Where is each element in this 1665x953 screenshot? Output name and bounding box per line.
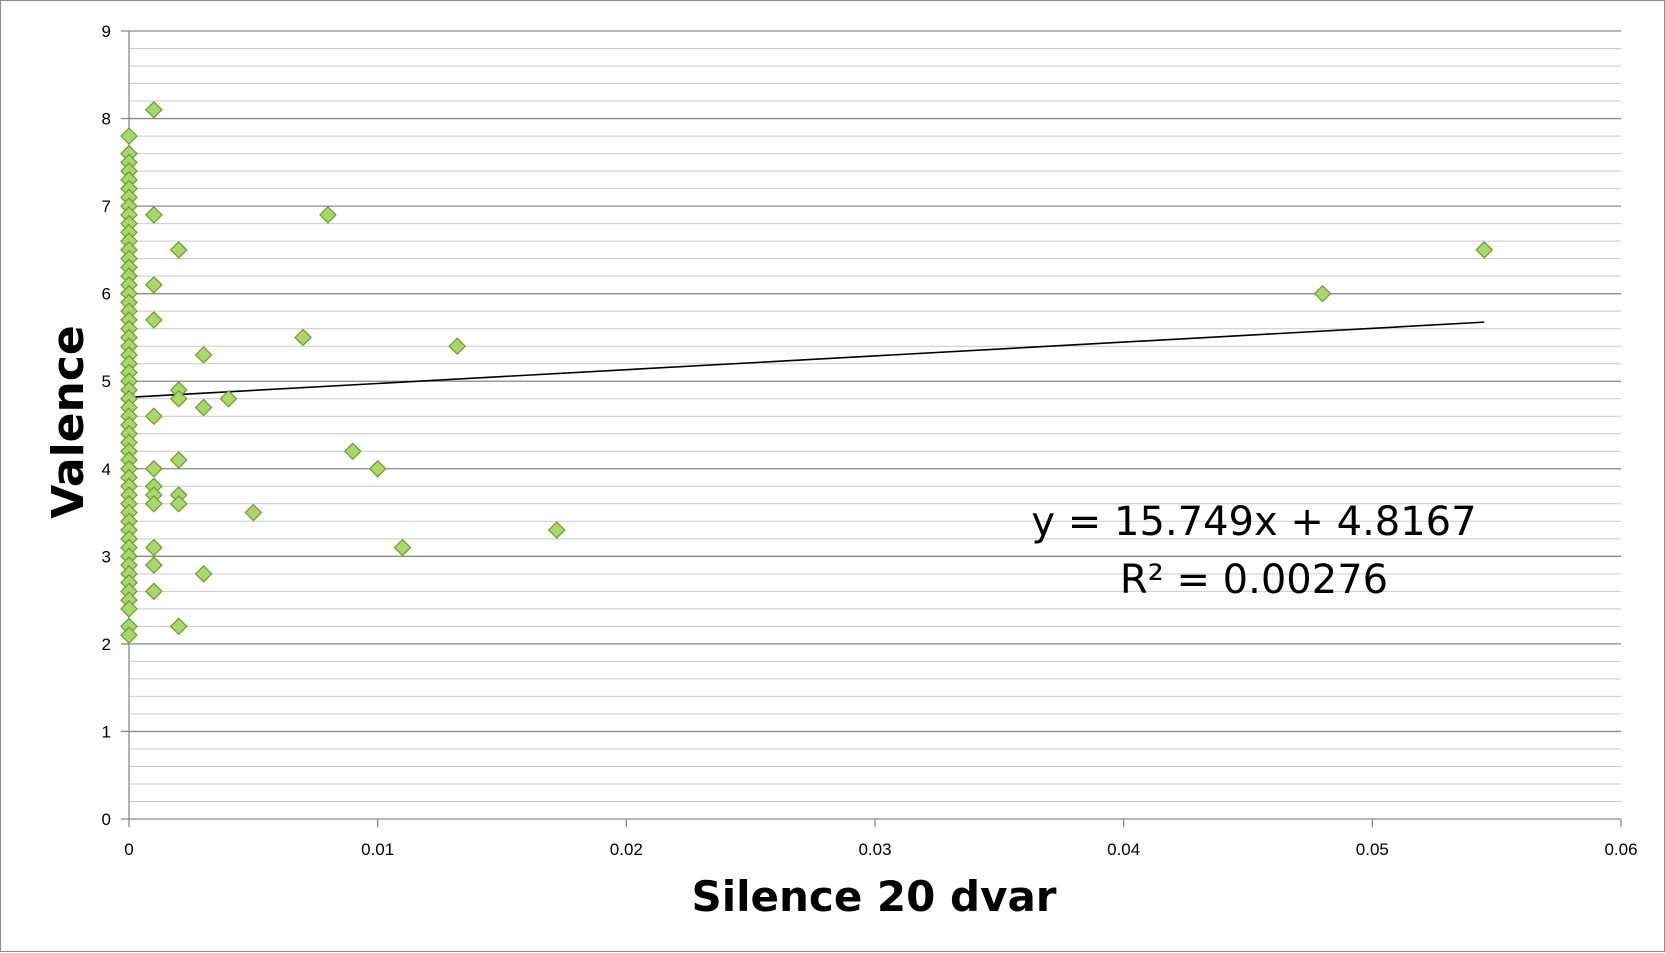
data-point: [120, 626, 138, 644]
data-point: [294, 328, 312, 347]
data-point: [169, 389, 188, 408]
data-point: [145, 459, 163, 478]
data-point: [169, 451, 188, 469]
y-axis-title: Valence: [43, 325, 94, 519]
trendline-equation: y = 15.749x + 4.8167: [1031, 499, 1476, 545]
data-point: [120, 600, 138, 618]
data-point: [393, 538, 412, 557]
y-tick-label: 8: [102, 110, 111, 129]
data-point: [145, 407, 163, 426]
tick-labels: 0 1 2 3 4 5 6 7 8 9 0 0.01 0.02 0.03 0.04 0.05 0.06: [102, 22, 1638, 859]
data-point: [145, 582, 163, 601]
data-point: [169, 241, 188, 259]
data-point: [448, 337, 467, 356]
y-tick-label: 3: [102, 547, 111, 566]
data-point: [145, 556, 163, 574]
data-point: [368, 459, 387, 478]
data-point: [547, 521, 566, 539]
data-point: [219, 389, 238, 408]
data-point: [145, 100, 163, 119]
y-tick-label: 5: [102, 372, 111, 391]
x-tick-label: 0.01: [361, 840, 394, 859]
y-tick-label: 4: [102, 460, 111, 479]
data-point: [169, 617, 188, 636]
y-tick-label: 7: [102, 197, 111, 216]
data-point: [194, 398, 213, 417]
data-point: [1313, 284, 1332, 303]
data-point: [194, 564, 213, 583]
y-tick-label: 6: [102, 285, 111, 304]
y-tick-label: 0: [102, 810, 111, 829]
data-point: [319, 206, 337, 224]
x-tick-label: 0.03: [858, 840, 891, 859]
data-point: [244, 503, 263, 522]
trendline-r-squared: R² = 0.00276: [1120, 557, 1388, 603]
data-point: [194, 346, 213, 364]
x-tick-label: 0.02: [610, 840, 643, 859]
x-tick-label: 0: [124, 840, 133, 859]
gridlines: [129, 30, 1621, 802]
trendline-line: [128, 321, 1485, 399]
x-axis-title: Silence 20 dvar: [692, 872, 1057, 921]
data-point: [120, 127, 138, 145]
x-tick-label: 0.06: [1604, 840, 1637, 859]
data-point: [1475, 241, 1494, 259]
y-tick-label: 9: [102, 22, 111, 41]
x-tick-label: 0.04: [1107, 840, 1140, 859]
data-point: [145, 494, 163, 513]
data-point: [145, 276, 163, 294]
data-point: [145, 206, 163, 224]
axes: [121, 30, 1622, 827]
data-point: [145, 538, 163, 557]
data-point: [169, 494, 188, 513]
y-tick-label: 1: [102, 722, 111, 741]
data-points: [120, 100, 1494, 644]
x-tick-label: 0.05: [1356, 840, 1389, 859]
data-point: [145, 311, 163, 329]
y-tick-label: 2: [102, 635, 111, 654]
data-point: [343, 442, 362, 461]
trendline: [128, 321, 1485, 399]
